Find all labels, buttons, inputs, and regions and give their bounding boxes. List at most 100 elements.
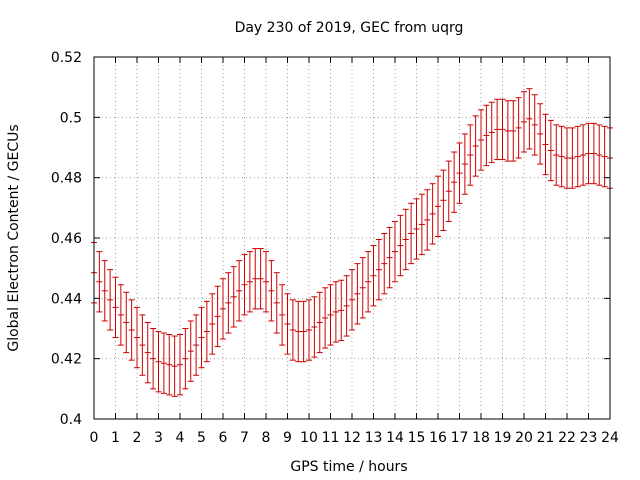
data-point — [499, 98, 506, 161]
data-point — [155, 331, 162, 393]
data-point — [284, 293, 291, 355]
x-tick-label: 12 — [343, 430, 361, 446]
data-point — [252, 248, 259, 310]
x-tick-label: 3 — [154, 430, 163, 446]
data-point — [526, 88, 533, 150]
data-point — [392, 220, 398, 283]
data-series — [91, 88, 613, 397]
x-tick-label: 4 — [176, 430, 185, 446]
data-point — [537, 103, 544, 165]
data-point — [590, 122, 597, 185]
data-point — [569, 127, 576, 189]
data-point — [306, 299, 312, 361]
data-point — [574, 125, 581, 188]
data-point — [144, 321, 151, 384]
data-point — [424, 189, 431, 251]
data-point — [381, 232, 388, 295]
data-point — [397, 214, 404, 277]
x-tick-label: 9 — [283, 430, 292, 446]
data-point — [311, 296, 318, 358]
data-point — [429, 183, 436, 245]
x-tick-label: 5 — [197, 430, 206, 446]
y-tick-label: 0.46 — [51, 231, 82, 247]
data-point — [241, 254, 248, 316]
x-tick-label: 22 — [558, 430, 576, 446]
x-tick-label: 6 — [219, 430, 228, 446]
data-point — [580, 124, 587, 186]
data-point — [246, 251, 253, 313]
data-point — [230, 266, 237, 328]
data-point — [263, 251, 269, 313]
data-point — [214, 285, 221, 348]
data-point — [134, 306, 140, 369]
data-point — [187, 320, 194, 382]
axis-ticks: 0 1 2 3 4 5 6 7 8 9 10 11 12 13 14 15 16 17 18 19 20 21 22 23 24… — [51, 50, 619, 446]
data-point — [596, 124, 603, 186]
data-point — [564, 127, 570, 189]
x-tick-label: 14 — [386, 430, 404, 446]
data-point — [198, 306, 205, 369]
data-point — [504, 100, 511, 162]
data-point — [408, 202, 415, 265]
x-tick-label: 23 — [580, 430, 598, 446]
x-tick-label: 1 — [111, 430, 120, 446]
data-point — [117, 284, 124, 346]
x-tick-label: 2 — [133, 430, 142, 446]
data-point — [483, 104, 490, 167]
data-point — [435, 175, 441, 237]
data-point — [338, 279, 345, 342]
data-point — [456, 142, 463, 204]
data-point — [295, 300, 302, 363]
data-point — [220, 278, 226, 340]
data-point — [461, 133, 468, 195]
data-point — [236, 260, 243, 322]
x-tick-label: 24 — [601, 430, 619, 446]
data-point — [123, 291, 130, 354]
data-point — [209, 293, 216, 355]
data-point — [521, 91, 527, 153]
data-point — [472, 115, 479, 177]
x-tick-label: 21 — [537, 430, 555, 446]
x-tick-label: 13 — [365, 430, 383, 446]
data-point — [585, 122, 592, 185]
data-point — [354, 263, 361, 325]
data-point — [150, 328, 157, 390]
x-tick-label: 10 — [300, 430, 318, 446]
y-tick-label: 0.48 — [51, 171, 82, 187]
x-tick-label: 18 — [472, 430, 490, 446]
x-tick-label: 11 — [322, 430, 340, 446]
data-point — [193, 314, 200, 376]
data-point — [96, 251, 103, 313]
x-tick-label: 15 — [408, 430, 426, 446]
data-point — [139, 314, 146, 376]
data-point — [327, 284, 334, 346]
data-point — [349, 269, 355, 331]
data-point — [494, 98, 501, 161]
data-point — [107, 269, 114, 331]
data-point — [467, 124, 474, 186]
data-point — [451, 151, 458, 213]
data-point — [531, 94, 538, 156]
data-point — [375, 239, 382, 301]
data-point — [359, 257, 366, 319]
data-point — [542, 113, 549, 176]
x-tick-label: 16 — [429, 430, 447, 446]
data-point — [365, 251, 372, 313]
data-point — [160, 332, 167, 394]
y-tick-label: 0.4 — [60, 412, 82, 428]
data-point — [370, 245, 377, 307]
x-tick-label: 0 — [90, 430, 99, 446]
x-tick-label: 19 — [494, 430, 512, 446]
data-point — [166, 334, 173, 396]
data-point — [112, 276, 119, 339]
y-tick-label: 0.44 — [51, 291, 82, 307]
data-point — [289, 299, 296, 361]
data-point — [547, 119, 554, 182]
data-point — [332, 281, 339, 343]
data-point — [225, 272, 232, 334]
data-point — [601, 125, 608, 188]
data-point — [515, 97, 522, 159]
data-point — [300, 300, 307, 363]
data-point — [182, 328, 189, 390]
